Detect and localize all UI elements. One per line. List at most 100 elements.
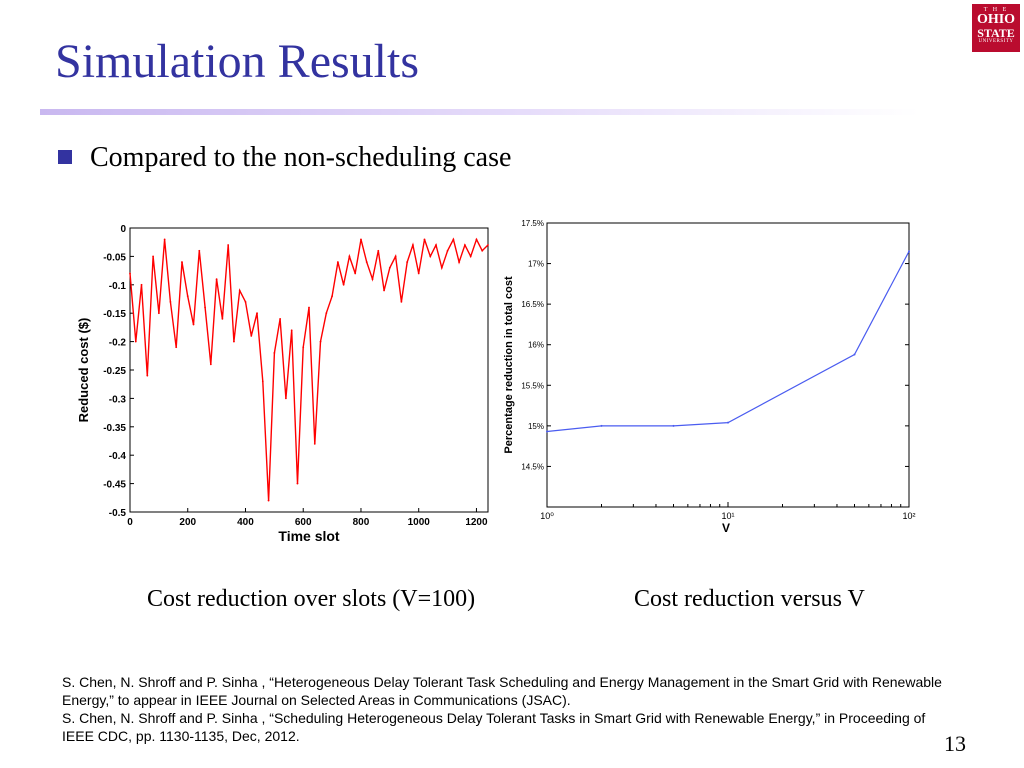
data-point: [290, 329, 293, 332]
data-point: [163, 238, 166, 241]
y-tick-label: -0.05: [103, 252, 126, 263]
y-tick-label: 0: [120, 224, 126, 235]
data-point: [256, 312, 258, 315]
data-point: [487, 244, 489, 246]
page-number: 13: [944, 731, 966, 756]
y-tick-label: 16%: [528, 341, 544, 350]
data-point: [302, 346, 305, 349]
data-point: [429, 255, 432, 258]
data-point: [464, 244, 466, 246]
data-point: [273, 352, 276, 354]
logo-line-ohio: OHIO: [976, 12, 1016, 27]
data-point: [331, 295, 333, 298]
data-point: [727, 421, 729, 424]
data-point: [383, 289, 385, 292]
data-point: [146, 374, 149, 377]
data-point: [400, 300, 403, 303]
caption-left: Cost reduction over slots (V=100): [147, 586, 476, 612]
data-point: [134, 340, 137, 343]
x-tick-label: 600: [295, 517, 312, 528]
data-point: [365, 261, 368, 263]
data-point: [348, 255, 351, 258]
data-point: [475, 238, 478, 241]
logo-line-university: UNIVERSITY: [978, 39, 1014, 44]
square-bullet-icon: [58, 149, 72, 164]
bullet-text: Compared to the non-scheduling case: [90, 142, 512, 173]
y-tick-label: -0.35: [103, 423, 126, 434]
data-point: [546, 430, 548, 433]
data-point: [435, 244, 437, 246]
cost-over-slots-chart: 0 -0.05 -0.1 -0.15 -0.2 -0.25 -0.3 -0.35 -0.4 -0.…: [70, 215, 500, 550]
data-point: [209, 363, 212, 366]
data-point: [261, 380, 264, 383]
x-tick-label: 10²: [902, 511, 915, 521]
cost-vs-v-svg: 17.5% 17% 16.5% 16% 15.5% 15% 14.5% 10⁰ 10¹ 10² V P…: [503, 219, 916, 535]
reference-2: S. Chen, N. Shroff and P. Sinha , “Sched…: [62, 710, 926, 744]
data-point: [360, 238, 362, 241]
y-tick-label: 16.5%: [521, 300, 544, 309]
data-point: [481, 249, 484, 252]
data-point: [600, 424, 603, 427]
data-point: [319, 340, 322, 343]
data-point: [388, 266, 391, 269]
data-point: [377, 249, 380, 252]
data-point: [181, 261, 183, 263]
data-point: [221, 317, 224, 320]
y-tick-label: -0.2: [109, 338, 127, 349]
x-tick-label: 0: [127, 517, 133, 528]
data-point: [157, 312, 160, 315]
data-point: [129, 272, 131, 275]
data-point: [233, 340, 235, 343]
data-point: [452, 238, 455, 241]
y-tick-label: 15.5%: [521, 381, 544, 390]
data-point: [175, 346, 178, 349]
ohio-state-logo: T H E OHIO STATE UNIVERSITY: [972, 4, 1020, 52]
title-divider: [40, 109, 920, 115]
reference-1: S. Chen, N. Shroff and P. Sinha , “Heter…: [62, 674, 942, 708]
data-point: [279, 317, 282, 320]
data-point: [198, 249, 201, 252]
cost-vs-v-chart: 17.5% 17% 16.5% 16% 15.5% 15% 14.5% 10⁰ 10¹ 10² V P…: [494, 212, 924, 547]
data-point: [296, 482, 299, 485]
y-tick-label: -0.45: [103, 480, 126, 491]
logo-line-the: T H E: [983, 7, 1009, 13]
x-tick-label: 10¹: [721, 511, 734, 521]
data-point: [342, 283, 345, 286]
data-point: [325, 312, 328, 315]
data-point: [152, 255, 154, 258]
y-tick-label: -0.1: [109, 281, 127, 292]
y-tick-label: 17%: [528, 260, 544, 269]
y-tick-label: -0.3: [109, 394, 127, 405]
data-point: [169, 300, 172, 303]
data-point: [423, 238, 426, 241]
data-point: [140, 283, 143, 286]
x-axis-label: Time slot: [278, 528, 340, 544]
data-point: [354, 272, 357, 275]
data-point: [238, 289, 241, 292]
y-tick-label: 14.5%: [521, 462, 544, 471]
data-line-series-1: [546, 251, 910, 433]
data-point: [672, 424, 675, 427]
cost-over-slots-svg: 0 -0.05 -0.1 -0.15 -0.2 -0.25 -0.3 -0.35 -0.4 -0.…: [76, 224, 489, 544]
caption-right: Cost reduction versus V: [634, 586, 865, 612]
data-point: [394, 255, 397, 258]
data-point: [313, 442, 316, 445]
y-tick-label: 17.5%: [521, 219, 544, 228]
plot-frame: [546, 222, 910, 508]
data-point: [417, 272, 420, 275]
y-tick-label: -0.4: [109, 451, 127, 462]
data-point: [371, 278, 374, 281]
y-tick-label: -0.5: [109, 508, 127, 519]
data-point: [336, 261, 339, 263]
x-tick-label: 400: [237, 517, 254, 528]
slide-title: Simulation Results: [55, 35, 420, 88]
data-point: [244, 300, 247, 303]
x-tick-label: 10⁰: [540, 511, 554, 521]
y-axis-label: Reduced cost ($): [76, 318, 91, 423]
data-point: [204, 306, 206, 309]
y-tick-label: -0.15: [103, 309, 126, 320]
data-point: [412, 244, 414, 246]
data-point: [186, 295, 189, 298]
y-tick-label: 15%: [528, 422, 544, 431]
x-tick-label: 1000: [408, 517, 431, 528]
